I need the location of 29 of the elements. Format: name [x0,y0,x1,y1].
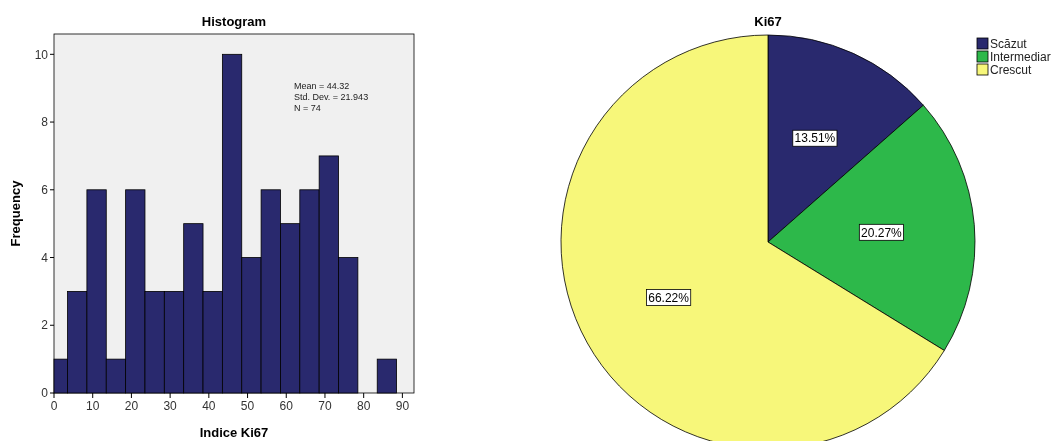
x-tick-label: 70 [318,399,332,413]
chart-title: Ki67 [754,14,782,29]
legend-label: Scăzut [990,37,1028,51]
x-tick-label: 80 [357,399,371,413]
x-tick-label: 30 [163,399,178,413]
y-tick-label: 0 [41,386,49,401]
x-tick-label: 0 [50,399,58,413]
y-axis-title: Frequency [8,179,23,247]
y-tick-label: 10 [34,47,49,62]
x-tick-label: 40 [202,399,216,413]
data-label: 66.22% [648,290,690,305]
annotation: Std. Dev. = 21.943 [294,92,369,102]
chart-title: Histogram [201,14,267,29]
x-tick-label: 50 [240,399,255,413]
data-label: 13.51% [794,131,836,146]
x-tick-label: 60 [279,399,294,413]
y-tick-label: 6 [41,182,49,197]
legend-label: Intermediar [990,50,1051,64]
annotation: N = 74 [294,103,321,113]
x-axis-title: Indice Ki67 [199,425,269,440]
x-tick-label: 90 [395,399,410,413]
y-tick-label: 8 [41,115,49,130]
annotation: Mean = 44.32 [294,81,350,91]
legend-label: Crescut [990,63,1033,77]
x-tick-label: 20 [124,399,139,413]
data-label: 20.27% [861,225,903,240]
y-tick-label: 4 [41,250,49,265]
x-tick-label: 10 [86,399,100,413]
y-tick-label: 2 [41,318,49,333]
